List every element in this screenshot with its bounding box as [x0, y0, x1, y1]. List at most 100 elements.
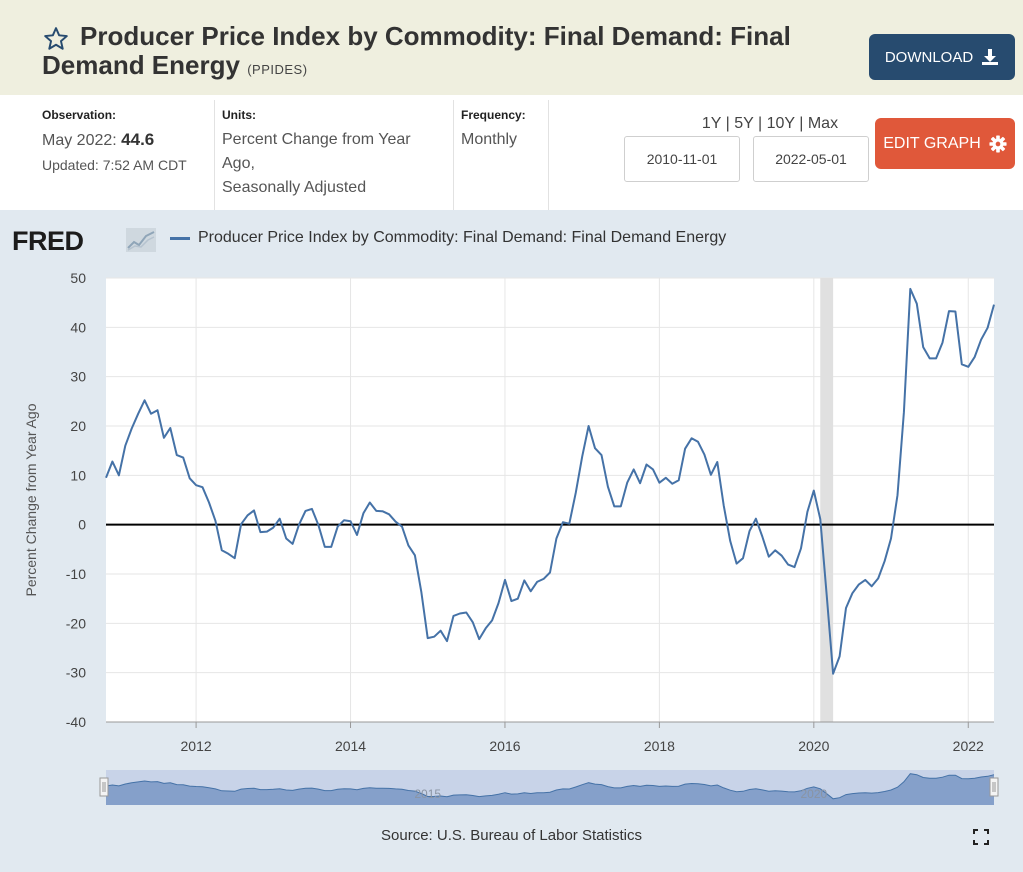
data-point[interactable]	[838, 654, 842, 658]
data-point[interactable]	[361, 511, 365, 515]
data-point[interactable]	[394, 520, 398, 524]
data-point[interactable]	[825, 593, 829, 597]
data-point[interactable]	[258, 530, 262, 534]
data-point[interactable]	[600, 453, 604, 457]
data-point[interactable]	[452, 614, 456, 618]
data-point[interactable]	[297, 523, 301, 527]
data-point[interactable]	[677, 478, 681, 482]
data-point[interactable]	[760, 535, 764, 539]
data-point[interactable]	[304, 509, 308, 513]
data-point[interactable]	[503, 578, 507, 582]
data-point[interactable]	[934, 356, 938, 360]
data-point[interactable]	[271, 526, 275, 530]
range-max-link[interactable]: Max	[807, 115, 839, 132]
data-point[interactable]	[690, 436, 694, 440]
data-point[interactable]	[619, 504, 623, 508]
data-point[interactable]	[722, 503, 726, 507]
data-point[interactable]	[130, 427, 134, 431]
data-point[interactable]	[554, 537, 558, 541]
data-point[interactable]	[587, 424, 591, 428]
data-point[interactable]	[883, 559, 887, 563]
data-point[interactable]	[233, 556, 237, 560]
data-point[interactable]	[381, 509, 385, 513]
range-navigator[interactable]: 2015 2020	[0, 765, 1023, 810]
data-point[interactable]	[477, 637, 481, 641]
data-point[interactable]	[889, 537, 893, 541]
data-point[interactable]	[509, 599, 513, 603]
data-point[interactable]	[143, 398, 147, 402]
data-point[interactable]	[226, 552, 230, 556]
data-point[interactable]	[567, 522, 571, 526]
data-point[interactable]	[915, 302, 919, 306]
range-10y-link[interactable]: 10Y	[766, 115, 795, 132]
data-point[interactable]	[870, 584, 874, 588]
data-point[interactable]	[207, 501, 211, 505]
range-5y-link[interactable]: 5Y	[734, 115, 754, 132]
data-point[interactable]	[580, 455, 584, 459]
data-point[interactable]	[767, 555, 771, 559]
data-point[interactable]	[156, 408, 160, 412]
data-point[interactable]	[709, 473, 713, 477]
data-point[interactable]	[458, 612, 462, 616]
data-point[interactable]	[239, 522, 243, 526]
data-point[interactable]	[323, 545, 327, 549]
data-point[interactable]	[542, 577, 546, 581]
data-point[interactable]	[400, 525, 404, 529]
data-point[interactable]	[735, 562, 739, 566]
data-point[interactable]	[439, 629, 443, 633]
data-point[interactable]	[175, 453, 179, 457]
data-point[interactable]	[728, 539, 732, 543]
data-point[interactable]	[117, 473, 121, 477]
data-point[interactable]	[574, 491, 578, 495]
data-point[interactable]	[329, 545, 333, 549]
data-point[interactable]	[715, 460, 719, 464]
data-point[interactable]	[606, 485, 610, 489]
data-point[interactable]	[188, 476, 192, 480]
data-point[interactable]	[291, 542, 295, 546]
data-point[interactable]	[638, 481, 642, 485]
data-point[interactable]	[632, 467, 636, 471]
data-point[interactable]	[484, 626, 488, 630]
range-1y-link[interactable]: 1Y	[701, 115, 722, 132]
data-point[interactable]	[516, 597, 520, 601]
data-point[interactable]	[336, 525, 340, 529]
data-point[interactable]	[497, 601, 501, 605]
data-point[interactable]	[419, 590, 423, 594]
data-point[interactable]	[941, 341, 945, 345]
data-point[interactable]	[246, 513, 250, 517]
data-point[interactable]	[110, 460, 114, 464]
data-point[interactable]	[876, 576, 880, 580]
data-point[interactable]	[793, 565, 797, 569]
data-point[interactable]	[850, 591, 854, 595]
data-point[interactable]	[265, 530, 269, 534]
data-point[interactable]	[818, 517, 822, 521]
data-point[interactable]	[490, 618, 494, 622]
data-point[interactable]	[947, 309, 951, 313]
data-point[interactable]	[355, 533, 359, 537]
data-point[interactable]	[754, 517, 758, 521]
data-point[interactable]	[123, 444, 127, 448]
data-point[interactable]	[896, 493, 900, 497]
data-point[interactable]	[316, 523, 320, 527]
data-point[interactable]	[966, 365, 970, 369]
navigator-handle-right[interactable]	[989, 777, 999, 797]
data-point[interactable]	[593, 446, 597, 450]
data-point[interactable]	[252, 508, 256, 512]
data-point[interactable]	[535, 580, 539, 584]
data-point[interactable]	[284, 537, 288, 541]
data-point[interactable]	[902, 410, 906, 414]
data-point[interactable]	[522, 578, 526, 582]
data-point[interactable]	[278, 517, 282, 521]
data-point[interactable]	[194, 483, 198, 487]
data-point[interactable]	[529, 589, 533, 593]
data-point[interactable]	[702, 453, 706, 457]
data-point[interactable]	[857, 582, 861, 586]
data-point[interactable]	[612, 504, 616, 508]
edit-graph-button[interactable]: EDIT GRAPH	[875, 118, 1015, 169]
fred-logo[interactable]: FRED	[12, 226, 84, 256]
data-point[interactable]	[908, 287, 912, 291]
data-point[interactable]	[651, 467, 655, 471]
end-date-input[interactable]: 2022-05-01	[753, 136, 869, 182]
data-point[interactable]	[786, 563, 790, 567]
data-point[interactable]	[104, 476, 108, 480]
